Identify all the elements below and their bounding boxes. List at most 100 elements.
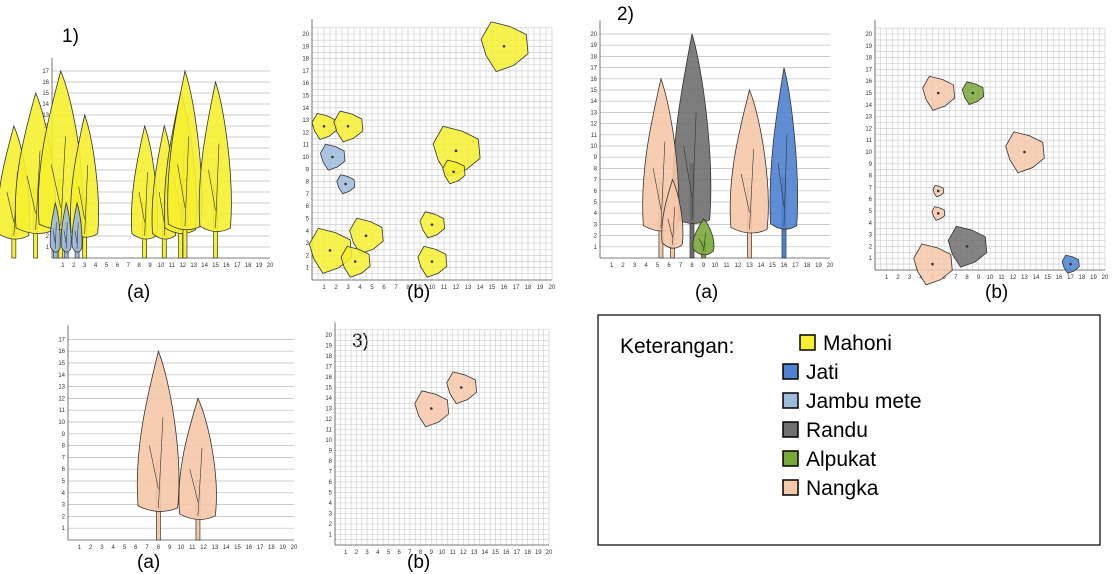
x-tick-label: 16 <box>781 263 788 269</box>
y-tick-label: 4 <box>62 491 66 497</box>
x-tick-label: 18 <box>525 285 532 291</box>
y-tick-label: 16 <box>302 81 309 87</box>
y-tick-label: 11 <box>326 428 333 434</box>
x-tick-label: 14 <box>758 263 765 269</box>
x-tick-label: 10 <box>429 285 436 291</box>
y-tick-label: 20 <box>590 32 597 38</box>
y-tick-label: 9 <box>594 155 598 161</box>
x-tick-label: 14 <box>1033 275 1040 281</box>
y-tick-label: 3 <box>869 233 873 239</box>
y-tick-label: 2 <box>46 234 50 240</box>
figure: 1) 2) 3) (a) (b) (a) (b) (a) (b) Keteran… <box>0 0 1115 574</box>
x-tick-label: 2 <box>621 263 625 269</box>
x-tick-label: 11 <box>189 545 196 551</box>
y-tick-label: 5 <box>306 217 310 223</box>
y-tick-label: 11 <box>866 138 873 144</box>
x-tick-label: 9 <box>168 545 172 551</box>
x-tick-label: 6 <box>134 545 138 551</box>
y-tick-label: 15 <box>58 361 65 367</box>
x-tick-label: 12 <box>453 285 460 291</box>
y-tick-label: 9 <box>62 432 66 438</box>
x-tick-label: 1 <box>885 275 889 281</box>
x-tick-label: 4 <box>112 545 116 551</box>
y-tick-label: 13 <box>865 115 872 121</box>
x-tick-label: 6 <box>116 263 120 269</box>
x-tick-label: 19 <box>537 285 544 291</box>
x-tick-label: 3 <box>100 545 104 551</box>
x-tick-label: 18 <box>804 263 811 269</box>
y-tick-label: 15 <box>865 91 872 97</box>
x-tick-label: 3 <box>908 275 912 281</box>
y-tick-label: 1 <box>594 245 598 251</box>
x-tick-label: 14 <box>481 550 488 556</box>
stem-point <box>937 212 940 215</box>
y-tick-label: 13 <box>302 118 309 124</box>
x-tick-label: 1 <box>344 550 348 556</box>
y-tick-label: 16 <box>325 375 332 381</box>
stem-point <box>431 260 434 263</box>
y-tick-label: 17 <box>302 69 309 75</box>
y-tick-label: 18 <box>325 354 332 360</box>
y-tick-label: 19 <box>865 44 872 50</box>
stem-point <box>323 125 326 128</box>
x-tick-label: 6 <box>382 285 386 291</box>
x-tick-label: 5 <box>387 550 391 556</box>
y-tick-label: 10 <box>325 438 332 444</box>
x-tick-label: 16 <box>503 550 510 556</box>
x-tick-label: 15 <box>212 263 219 269</box>
legend-swatch <box>800 335 815 350</box>
y-tick-label: 13 <box>58 385 65 391</box>
y-tick-label: 1 <box>869 256 873 262</box>
x-tick-label: 5 <box>370 285 374 291</box>
caption: (a) <box>695 282 718 303</box>
legend-label: Alpukat <box>806 448 876 471</box>
y-tick-label: 18 <box>590 54 597 60</box>
y-tick-label: 2 <box>306 253 310 259</box>
y-tick-label: 17 <box>590 66 597 72</box>
x-tick-label: 19 <box>1090 275 1097 281</box>
x-tick-label: 6 <box>398 550 402 556</box>
x-tick-label: 14 <box>477 285 484 291</box>
x-tick-label: 12 <box>1010 275 1017 281</box>
x-tick-label: 16 <box>1056 275 1063 281</box>
x-tick-label: 7 <box>127 263 131 269</box>
x-tick-label: 5 <box>123 545 127 551</box>
x-tick-label: 8 <box>690 263 694 269</box>
y-tick-label: 1 <box>329 533 333 539</box>
y-tick-label: 4 <box>869 221 873 227</box>
y-tick-label: 11 <box>591 133 598 139</box>
y-tick-label: 12 <box>58 396 65 402</box>
y-tick-label: 8 <box>594 166 598 172</box>
x-tick-label: 11 <box>998 275 1005 281</box>
x-tick-label: 19 <box>535 550 542 556</box>
x-tick-label: 20 <box>291 545 298 551</box>
x-tick-label: 9 <box>977 275 981 281</box>
y-tick-label: 2 <box>594 234 598 240</box>
x-tick-label: 3 <box>365 550 369 556</box>
stem-point <box>431 223 434 226</box>
stem-point <box>966 245 969 248</box>
y-tick-label: 16 <box>590 77 597 83</box>
x-tick-label: 1 <box>610 263 614 269</box>
x-tick-label: 8 <box>965 275 969 281</box>
y-tick-label: 19 <box>325 344 332 350</box>
y-tick-label: 14 <box>58 373 65 379</box>
stem-point <box>1069 263 1072 266</box>
y-tick-label: 4 <box>329 501 333 507</box>
x-tick-label: 14 <box>201 263 208 269</box>
y-tick-label: 10 <box>58 420 65 426</box>
x-tick-label: 17 <box>514 550 521 556</box>
stem-point <box>937 92 940 95</box>
stem-point <box>347 125 350 128</box>
y-tick-label: 9 <box>306 167 310 173</box>
y-tick-label: 17 <box>42 69 49 75</box>
y-tick-label: 14 <box>42 102 49 108</box>
x-tick-label: 7 <box>679 263 683 269</box>
y-tick-label: 19 <box>590 43 597 49</box>
x-tick-label: 11 <box>723 263 730 269</box>
x-tick-label: 10 <box>987 275 994 281</box>
x-tick-label: 11 <box>450 550 457 556</box>
y-tick-label: 20 <box>865 32 872 38</box>
x-tick-label: 7 <box>145 545 149 551</box>
y-tick-label: 11 <box>59 408 66 414</box>
